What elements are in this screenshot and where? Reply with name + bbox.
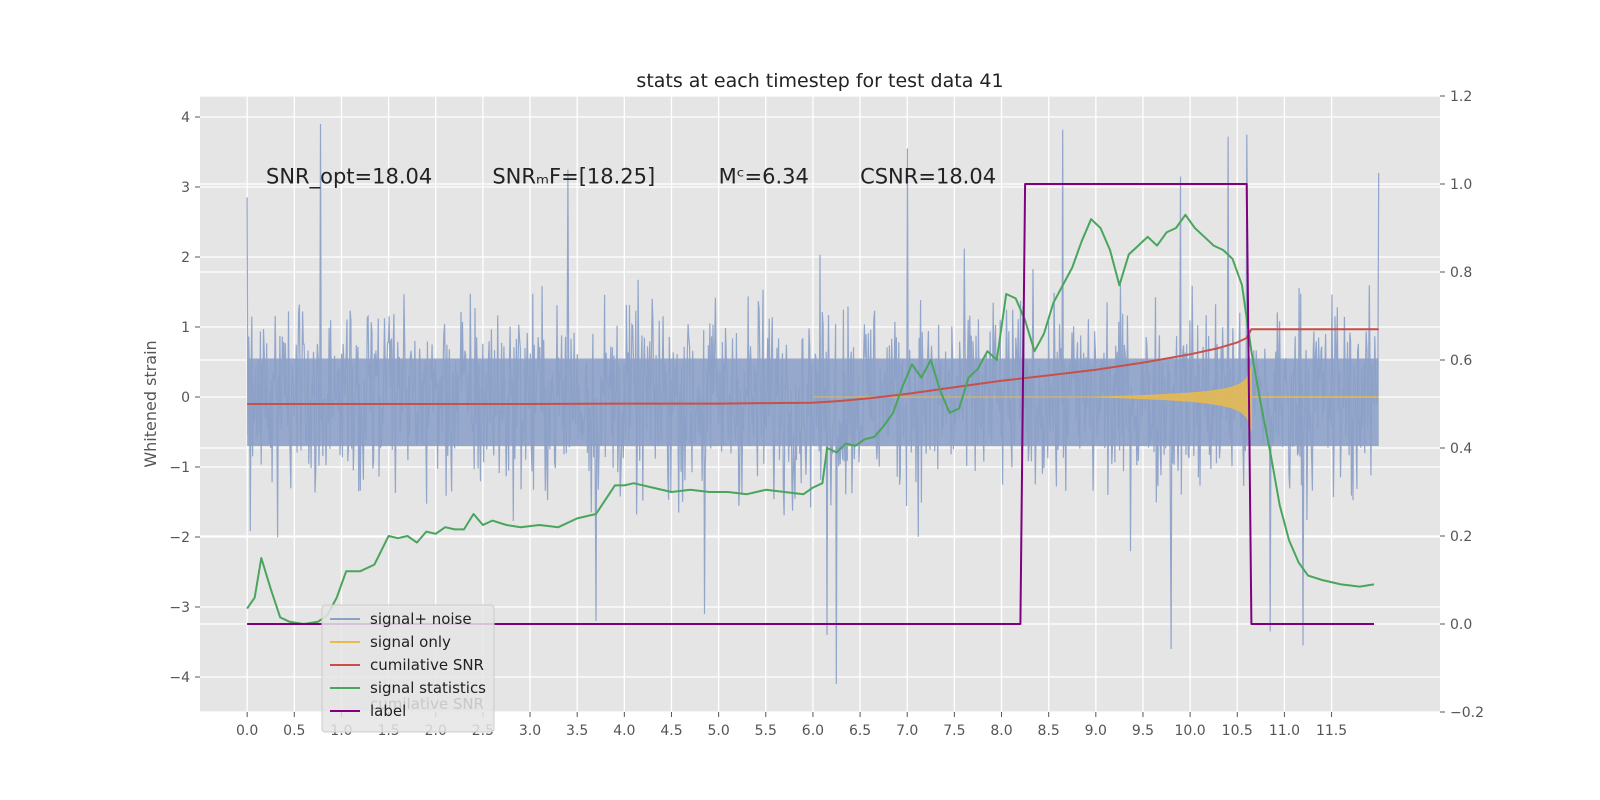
x-tick-label: 6.5 xyxy=(849,723,871,739)
series-cumilative-snr xyxy=(247,328,1379,405)
x-tick-label: 11.5 xyxy=(1316,723,1347,739)
x-tick-label: 4.5 xyxy=(660,723,682,739)
x-tick-label: 5.0 xyxy=(707,723,729,739)
annotation-0: SNR_opt=18.04 xyxy=(266,165,432,190)
x-tick-label: 0.5 xyxy=(283,723,305,739)
y-tick-label: 3 xyxy=(181,180,190,196)
x-tick-label: 6.0 xyxy=(802,723,824,739)
legend-label: signal+ noise xyxy=(370,610,472,628)
x-tick-label: 11.0 xyxy=(1269,723,1300,739)
legend-overlap-text: cumilative SNR xyxy=(370,695,484,713)
y-tick-label: 2 xyxy=(181,250,190,266)
x-tick-label: 8.5 xyxy=(1038,723,1060,739)
series-signal-only xyxy=(812,365,1252,432)
x-tick-label: 3.5 xyxy=(566,723,588,739)
y-tick-label: −3 xyxy=(169,600,190,616)
x-tick-label: 8.0 xyxy=(990,723,1012,739)
legend-box xyxy=(321,604,495,733)
y2-tick-label: 1.2 xyxy=(1450,89,1472,105)
x-tick-label: 9.5 xyxy=(1132,723,1154,739)
y2-tick-label: 0.2 xyxy=(1450,529,1472,545)
y2-tick-label: 0.8 xyxy=(1450,265,1472,281)
y2-tick-label: 0.6 xyxy=(1450,353,1472,369)
y-axis-label: Whitened strain xyxy=(141,340,160,467)
x-tick-label: 5.5 xyxy=(755,723,777,739)
legend-label: signal statistics xyxy=(370,679,486,697)
annotations: SNR_opt=18.04 SNRₘF=[18.25] Mᶜ=6.34 CSNR=18… xyxy=(266,165,996,190)
legend: cumilative SNR signal+ noise signal only cu… xyxy=(321,604,495,733)
y-tick-label: 4 xyxy=(181,110,190,126)
annotation-3: CSNR=18.04 xyxy=(860,165,996,189)
x-tick-label: 10.5 xyxy=(1222,723,1253,739)
series-label xyxy=(247,183,1374,625)
x-tick-label: 0.0 xyxy=(236,723,258,739)
x-tick-label: 7.0 xyxy=(896,723,918,739)
chart-title: stats at each timestep for test data 41 xyxy=(636,70,1003,92)
y2-tick-label: 0.0 xyxy=(1450,617,1472,633)
y2-tick-label: 1.0 xyxy=(1450,177,1472,193)
x-tick-label: 4.0 xyxy=(613,723,635,739)
annotation-2: Mᶜ=6.34 xyxy=(719,165,809,189)
y2-tick-label: −0.2 xyxy=(1450,705,1484,721)
legend-label: signal only xyxy=(370,633,451,651)
x-tick-label: 7.5 xyxy=(943,723,965,739)
y-tick-label: −1 xyxy=(169,460,190,476)
y2-tick-label: 0.4 xyxy=(1450,441,1472,457)
series-signal-statistics xyxy=(246,213,1375,625)
legend-label: cumilative SNR xyxy=(370,656,484,674)
y-tick-label: −2 xyxy=(169,530,190,546)
y-tick-label: 0 xyxy=(181,390,190,406)
x-tick-label: 3.0 xyxy=(519,723,541,739)
series-layer xyxy=(246,123,1380,685)
y-tick-label: −4 xyxy=(169,670,190,686)
legend-label: label xyxy=(370,702,406,720)
annotation-1: SNRₘF=[18.25] xyxy=(492,165,655,189)
x-tick-label: 10.0 xyxy=(1175,723,1206,739)
x-tick-label: 9.0 xyxy=(1085,723,1107,739)
y-tick-label: 1 xyxy=(181,320,190,336)
